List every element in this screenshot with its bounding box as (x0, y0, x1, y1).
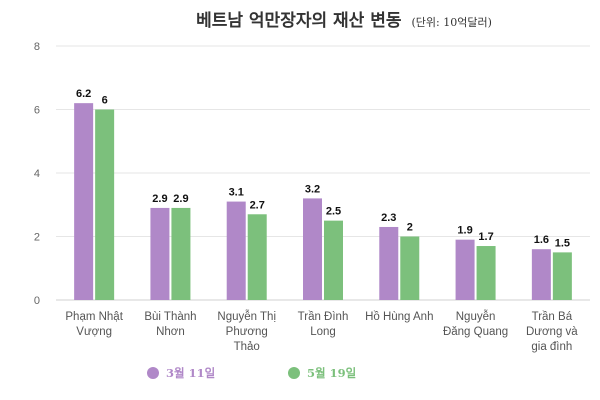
y-tick-label: 2 (34, 232, 40, 244)
bar-series-1 (379, 226, 399, 300)
category-label-line: Nguyễn Thị (217, 310, 276, 323)
legend-label: 5월 19일 (307, 366, 356, 380)
data-label: 1.5 (555, 237, 570, 249)
y-tick-label: 6 (34, 105, 40, 117)
category-label-line: Hồ Hùng Anh (365, 311, 433, 323)
category-label-line: Phương (226, 326, 268, 338)
category-label: Trần Đình Long (298, 311, 349, 338)
category-label-line: Nhơn (156, 326, 185, 338)
data-label: 2.9 (173, 193, 188, 205)
category-label-line: Phạm Nhật (65, 311, 123, 323)
legend-label: 3월 11일 (166, 366, 215, 380)
data-label: 2.5 (326, 206, 341, 218)
category-label: Trần Bá Dương và gia đình (526, 311, 578, 353)
category-label: Phạm Nhật Vượng (65, 311, 123, 338)
category-label-line: gia đình (531, 341, 572, 353)
bars (74, 103, 572, 301)
bar-series-2 (247, 214, 267, 300)
bar-series-1 (74, 103, 94, 301)
data-label: 1.6 (534, 234, 549, 246)
legend: 3월 11일 5월 19일 (147, 366, 356, 380)
bar-series-2 (552, 252, 572, 300)
bar-series-1 (303, 198, 322, 300)
y-axis-ticks: 0 2 4 6 8 (34, 41, 40, 307)
category-labels: Phạm Nhật Vượng Bùi Thành Nhơn Nguyễn Thị Phư… (65, 310, 578, 353)
chart-title-unit: (단위: 10억달러) (412, 16, 492, 29)
data-label: 2 (407, 222, 413, 234)
category-label-line: Dương và (526, 326, 578, 338)
legend-marker (147, 367, 159, 379)
y-tick-label: 4 (34, 168, 40, 180)
chart-title: 베트남 억만장자의 재산 변동 (단위: 10억달러) (196, 11, 492, 31)
category-label-line: Nguyễn (456, 310, 496, 323)
bar-series-2 (171, 207, 191, 300)
category-label-line: Bùi Thành (144, 311, 196, 323)
bar-series-1 (531, 249, 551, 300)
category-label: Nguyễn Thị Phương Thảo (217, 310, 276, 353)
gridlines (56, 45, 590, 301)
data-label: 6.2 (76, 88, 91, 100)
category-label-line: Đăng Quang (443, 326, 508, 338)
data-labels: 6.2 6 2.9 2.9 3.1 2.7 3.2 2.5 2.3 2 1.9 1.7 1.6 1.5 (76, 88, 570, 249)
data-label: 2.9 (152, 193, 167, 205)
category-label-line: Vượng (76, 326, 112, 338)
legend-marker (288, 367, 300, 379)
category-label: Hồ Hùng Anh (365, 311, 433, 323)
data-label: 3.2 (305, 183, 320, 195)
bar-series-1 (226, 201, 246, 300)
y-tick-label: 0 (34, 295, 40, 307)
data-label: 1.9 (457, 225, 472, 237)
data-label: 2.7 (250, 199, 265, 211)
y-tick-label: 8 (34, 41, 40, 53)
bar-series-1 (150, 207, 170, 300)
bar-series-2 (476, 246, 496, 300)
category-label: Bùi Thành Nhơn (144, 311, 196, 338)
category-label-line: Long (310, 326, 336, 338)
bar-series-2 (324, 220, 343, 300)
data-label: 2.3 (381, 212, 396, 224)
category-label-line: Thảo (234, 341, 260, 353)
chart-title-main: 베트남 억만장자의 재산 변동 (196, 11, 402, 31)
data-label: 3.1 (229, 187, 244, 199)
bar-series-1 (455, 239, 475, 300)
category-label-line: Trần Bá (532, 311, 573, 323)
category-label-line: Trần Đình (298, 311, 349, 323)
bar-series-2 (95, 109, 115, 300)
data-label: 1.7 (478, 231, 493, 243)
category-label: Nguyễn Đăng Quang (443, 310, 508, 338)
data-label: 6 (102, 95, 108, 107)
bar-series-2 (400, 236, 420, 300)
